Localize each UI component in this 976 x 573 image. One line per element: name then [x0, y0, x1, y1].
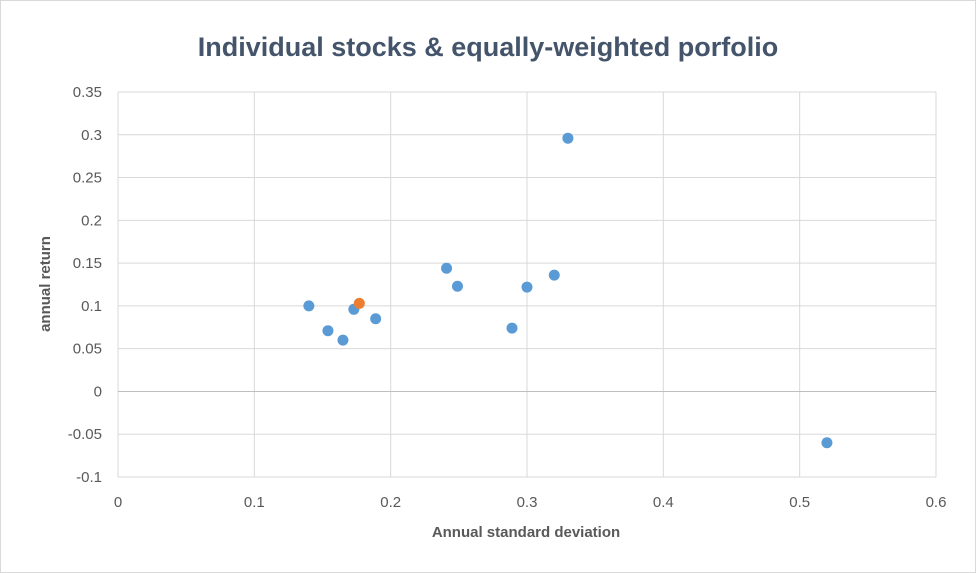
y-tick-label: 0.2	[81, 212, 102, 229]
x-tick-label: 0.4	[653, 494, 674, 511]
y-axis-label: annual return	[37, 236, 54, 332]
y-tick-label: 0.05	[73, 341, 102, 358]
x-tick-label: 0.2	[380, 494, 401, 511]
stock-point	[441, 262, 453, 274]
y-tick-label: 0.35	[73, 84, 102, 101]
y-tick-label: 0.3	[81, 127, 102, 144]
y-tick-label: -0.05	[68, 426, 102, 443]
x-tick-label: 0.3	[517, 494, 538, 511]
tick-labels: -0.1 -0.05 0 0.05 0.1 0.15 0.2 0.25 0.3 0.35 0 0.1 0…	[68, 84, 947, 511]
data-points	[303, 132, 833, 449]
stock-point	[521, 281, 533, 293]
stock-point	[322, 325, 334, 337]
stock-point	[337, 334, 349, 346]
y-tick-label: 0	[94, 383, 102, 400]
stock-point	[451, 280, 463, 292]
stock-point	[562, 132, 574, 144]
x-axis-label: Annual standard deviation	[432, 524, 620, 541]
y-tick-label: 0.15	[73, 255, 102, 272]
portfolio-point	[353, 297, 365, 309]
stock-point	[370, 313, 382, 325]
chart-title: Individual stocks & equally-weighted por…	[198, 32, 779, 62]
x-tick-label: 0.6	[926, 494, 947, 511]
grid-lines	[117, 91, 937, 478]
y-tick-label: 0.1	[81, 298, 102, 315]
y-tick-label: 0.25	[73, 170, 102, 187]
stock-point	[548, 269, 560, 281]
stock-point	[303, 300, 315, 312]
x-tick-label: 0	[114, 494, 122, 511]
x-tick-label: 0.1	[244, 494, 265, 511]
stock-point	[821, 437, 833, 449]
x-tick-label: 0.5	[789, 494, 810, 511]
stock-point	[506, 322, 518, 334]
y-tick-label: -0.1	[76, 469, 102, 486]
